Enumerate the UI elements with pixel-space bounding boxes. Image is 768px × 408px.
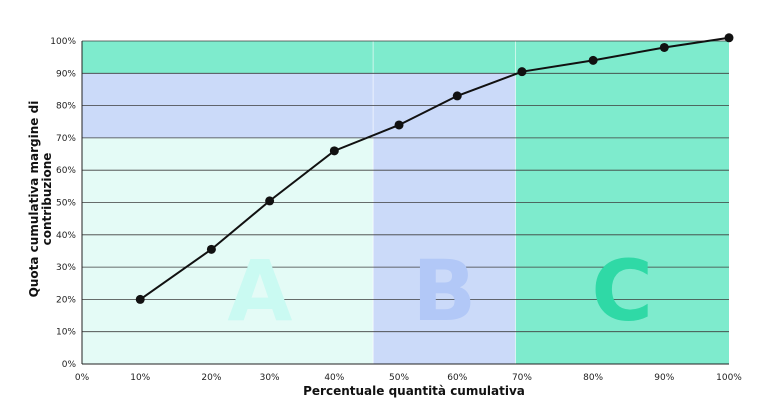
y-tick-label: 0%	[62, 360, 77, 370]
y-tick-label: 10%	[56, 328, 76, 338]
x-axis-title: Percentuale quantità cumulativa	[303, 384, 525, 398]
zone-letters: A B C	[227, 242, 653, 340]
y-tick-label: 40%	[56, 231, 76, 241]
data-point	[588, 55, 598, 65]
y-tick-label: 60%	[56, 166, 76, 176]
tick-labels: 0% 10% 20% 30% 40% 50% 60% 70% 80% 90% 100% 0% 10% 20…	[50, 37, 742, 383]
y-axis-title: Quota cumulativa margine di contribuzion…	[27, 101, 54, 298]
zone-letter-a: A	[227, 242, 292, 340]
data-point	[517, 67, 527, 77]
axes	[81, 41, 729, 365]
x-tick-label: 50%	[389, 373, 409, 383]
y-tick-label: 20%	[56, 295, 76, 305]
x-tick-label: 100%	[716, 373, 742, 383]
data-point	[135, 294, 145, 304]
data-point	[659, 42, 669, 52]
x-tick-label: 70%	[512, 373, 532, 383]
data-point	[724, 33, 734, 43]
data-point	[329, 146, 339, 156]
x-tick-label: 80%	[583, 373, 603, 383]
x-tick-label: 90%	[654, 373, 674, 383]
x-tick-label: 10%	[130, 373, 150, 383]
y-tick-label: 90%	[56, 69, 76, 79]
x-tick-label: 40%	[324, 373, 344, 383]
zone-letter-b: B	[412, 242, 476, 340]
y-axis-title-line-2: contribuzione	[40, 153, 54, 246]
y-axis-title-line-1: Quota cumulativa margine di	[27, 101, 41, 298]
data-point	[265, 196, 275, 206]
x-tick-label: 20%	[201, 373, 221, 383]
series-line	[135, 33, 734, 304]
data-point	[394, 120, 404, 130]
y-tick-label: 50%	[56, 199, 76, 209]
y-tick-label: 30%	[56, 263, 76, 273]
cumulative-line	[139, 36, 730, 301]
y-tick-label: 100%	[50, 37, 76, 47]
y-tick-label: 80%	[56, 102, 76, 112]
data-point	[452, 91, 462, 101]
y-tick-label: 70%	[56, 134, 76, 144]
x-tick-label: 60%	[447, 373, 467, 383]
zone-letter-c: C	[591, 242, 653, 340]
x-tick-label: 30%	[260, 373, 280, 383]
data-point	[206, 244, 216, 254]
x-tick-label: 0%	[75, 373, 90, 383]
